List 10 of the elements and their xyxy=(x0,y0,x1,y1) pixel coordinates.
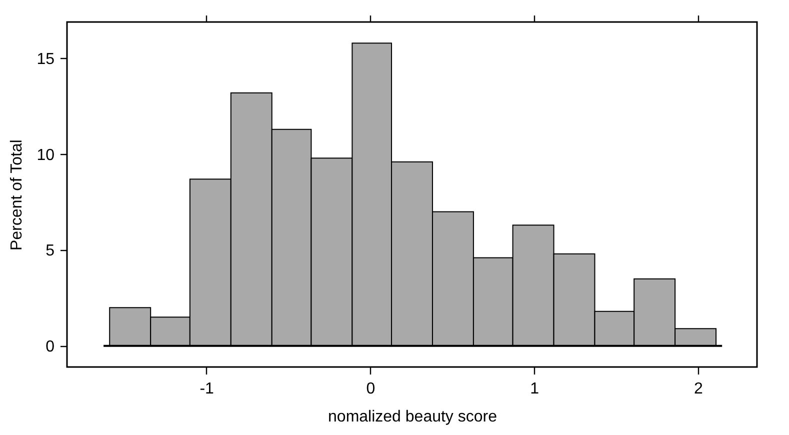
y-tick-label: 10 xyxy=(36,146,55,164)
y-axis-title: Percent of Total xyxy=(8,140,26,250)
x-tick-label: 0 xyxy=(366,380,376,398)
y-tick-label: 15 xyxy=(36,50,55,68)
x-tick-label: 1 xyxy=(530,380,540,398)
x-axis-title: nomalized beauty score xyxy=(328,408,498,426)
y-tick-label: 5 xyxy=(46,242,55,260)
x-tick-label: 2 xyxy=(694,380,704,398)
y-tick-label: 0 xyxy=(46,338,55,356)
x-tick-label: -1 xyxy=(200,380,214,398)
